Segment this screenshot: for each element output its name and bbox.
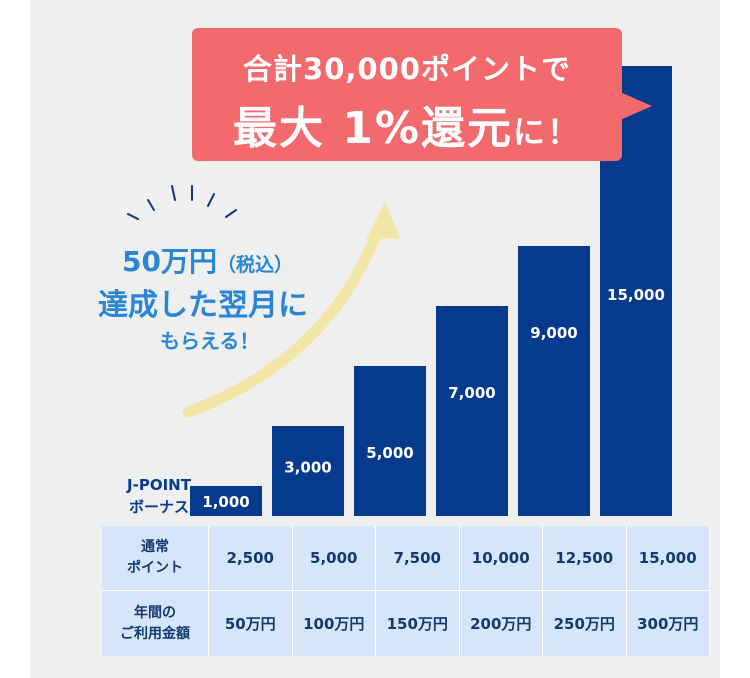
- bars: 1,000 3,000 5,000 7,000 9,000 15,000: [190, 66, 672, 516]
- bar-value-label: 7,000: [448, 384, 495, 402]
- table-cell: 250万円: [543, 591, 627, 656]
- callout-tail: [620, 92, 652, 120]
- note-amount: 50万円: [122, 245, 217, 278]
- callout-banner: 合計30,000ポイントで 最大 1%還元に！: [192, 28, 652, 161]
- sparkle-lines: [127, 185, 237, 220]
- row-header-text: ご利用金額: [120, 625, 190, 642]
- table-cell: 100万円: [293, 591, 376, 656]
- bar-4: [436, 306, 508, 516]
- table-cell: 5,000: [292, 526, 376, 591]
- table-cell: 150万円: [376, 591, 460, 656]
- table-cell: 200万円: [460, 591, 543, 656]
- row-header-annual-spend: 年間の ご利用金額: [102, 591, 209, 656]
- row-header-text: 通常: [141, 539, 169, 555]
- bar-3: [354, 366, 426, 516]
- table-cell: 2,500: [209, 526, 293, 591]
- bar-1: [190, 486, 262, 516]
- bar-value-label: 3,000: [284, 459, 331, 477]
- row-header-text: ポイント: [127, 560, 183, 576]
- row-header-text: 年間の: [134, 604, 176, 621]
- callout-highlight: 最大 1%還元: [232, 103, 513, 154]
- table-cell: 300万円: [627, 591, 710, 656]
- bonus-label-line2: ボーナス: [128, 498, 189, 516]
- note-tax: （税込）: [216, 254, 293, 276]
- table-cell: 50万円: [209, 591, 293, 656]
- table-cell: 15,000: [626, 526, 710, 591]
- points-table: 通常 ポイント 2,500 5,000 7,500 10,000 12,500 …: [102, 526, 710, 656]
- table-cell: 7,500: [376, 526, 460, 591]
- growth-arrow: [182, 202, 400, 418]
- note-line1: 50万円（税込）: [122, 240, 293, 280]
- note-line2: 達成した翌月に: [98, 288, 308, 323]
- bar-5: [518, 246, 590, 516]
- bar-2: [272, 426, 344, 516]
- row-header-normal-points: 通常 ポイント: [102, 526, 209, 591]
- callout-line1: 合計30,000ポイントで: [243, 52, 571, 86]
- infographic-panel: 1,000 3,000 5,000 7,000 9,000 15,000 合計30,000…: [30, 0, 720, 678]
- callout-suffix: に！: [513, 113, 582, 151]
- note-line3: もらえる！: [160, 329, 260, 353]
- bonus-label-line1: J-POINT: [127, 476, 191, 494]
- table-cell: 10,000: [459, 526, 543, 591]
- bar-value-label: 5,000: [366, 444, 413, 462]
- table-cell: 12,500: [543, 526, 627, 591]
- bar-value-label: 1,000: [202, 493, 249, 511]
- bonus-bar-chart: 1,000 3,000 5,000 7,000 9,000 15,000: [127, 66, 672, 516]
- callout-line2: 最大 1%還元に！: [192, 92, 622, 156]
- bonus-label: J-POINT ボーナス: [104, 474, 214, 518]
- bar-value-label: 15,000: [607, 286, 665, 304]
- bar-value-label: 9,000: [530, 324, 577, 342]
